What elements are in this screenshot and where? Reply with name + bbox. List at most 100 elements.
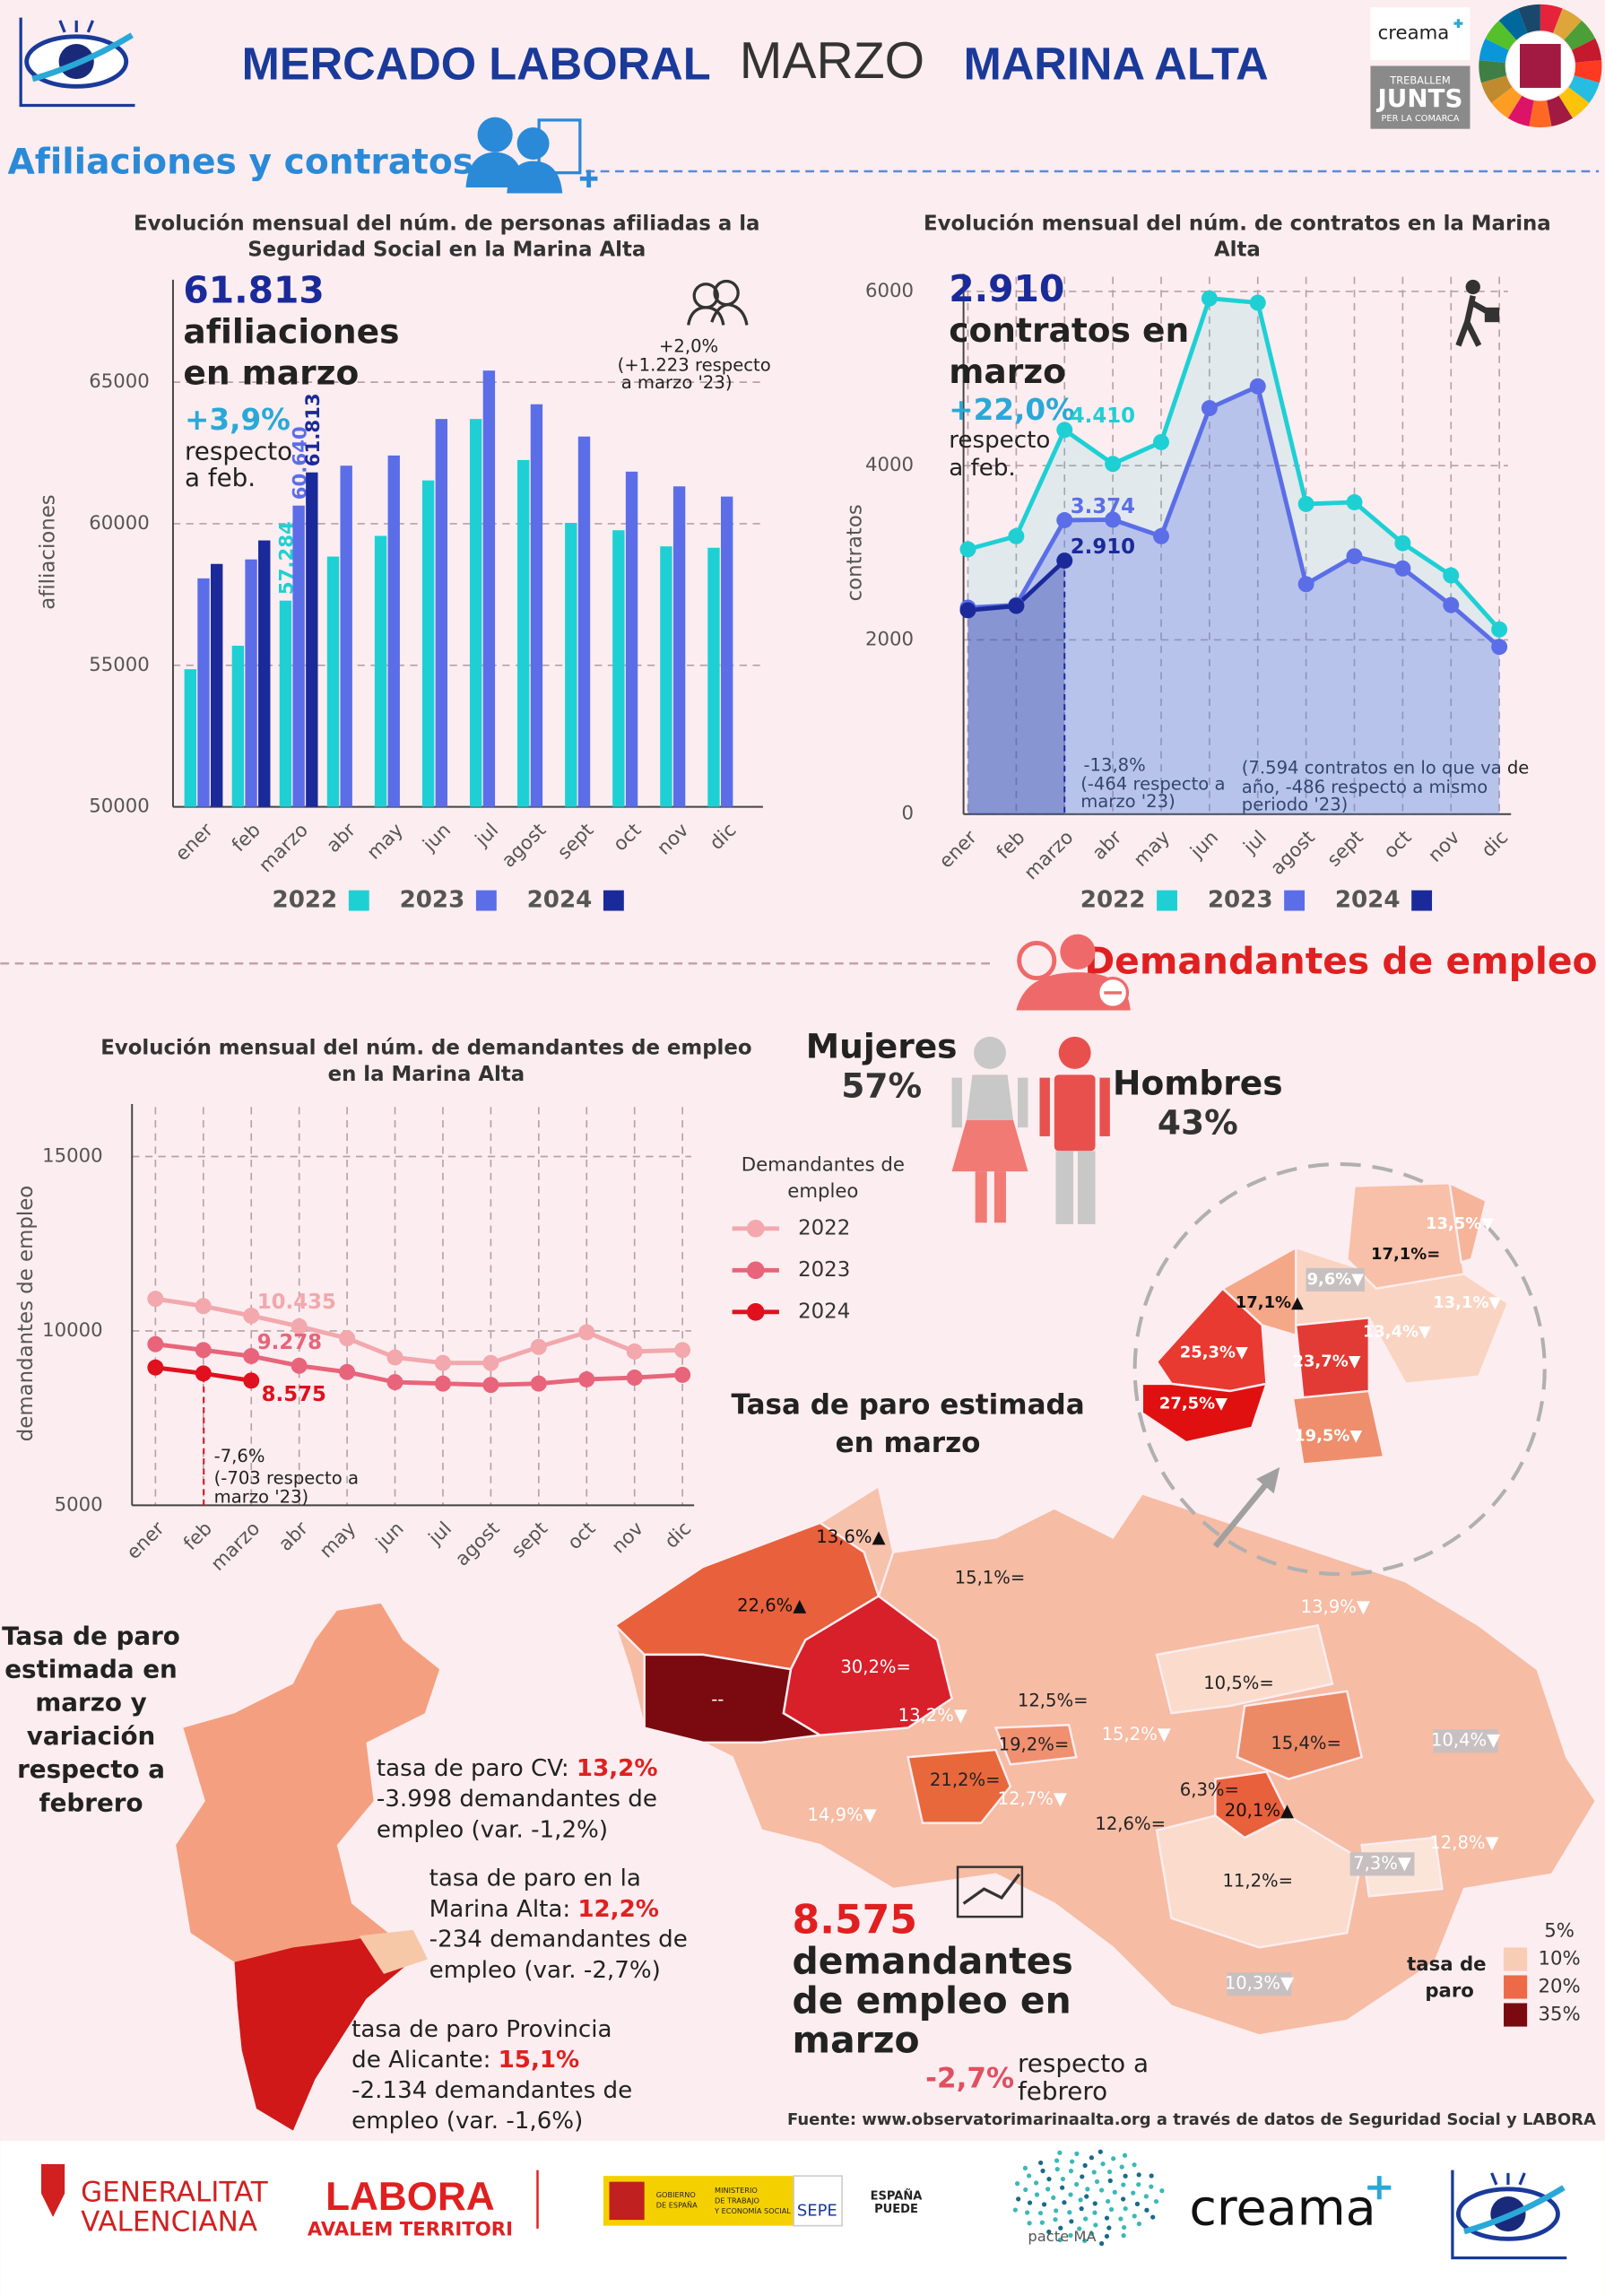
legend-title: Demandantes de (742, 1154, 905, 1177)
point (1153, 433, 1169, 450)
pacte-dot (1079, 2205, 1084, 2212)
y-tick-label: 6000 (865, 280, 914, 302)
gender-share: 57% (841, 1066, 922, 1106)
summary-value: 8.575 (793, 1898, 917, 1944)
icon-person (516, 127, 550, 160)
legend-label: 2024 (798, 1300, 850, 1323)
map-arrow (1212, 1480, 1271, 1549)
map-region (643, 1653, 824, 1744)
point (195, 1342, 212, 1359)
pacte-dot (1027, 2200, 1033, 2205)
bar (258, 540, 271, 807)
pacte-dot (1058, 2225, 1063, 2231)
bar (517, 459, 530, 807)
pacte-dot (1077, 2226, 1082, 2231)
point (434, 1375, 451, 1392)
pacte-dot (1084, 2194, 1089, 2199)
chart-title: Evolución mensual del núm. de personas a… (134, 212, 759, 235)
map-region-label: 11,2%= (1222, 1870, 1293, 1891)
logo-lash (58, 20, 66, 33)
y-tick-label: 55000 (89, 654, 150, 676)
pacte-dot (1159, 2188, 1165, 2194)
pacte-dot (1108, 2206, 1115, 2213)
icon-document (537, 118, 582, 175)
point (1249, 378, 1266, 395)
legend-swatch (1411, 890, 1433, 911)
footer-ministerio: DE TRABAJO (715, 2196, 759, 2205)
point (1105, 456, 1122, 473)
section-title: Demandantes de empleo (1084, 939, 1597, 982)
map-region (1236, 1690, 1364, 1780)
pacte-dot (1083, 2216, 1089, 2222)
pacte-dot (1089, 2155, 1095, 2161)
territory-label: tasa de paro Provincia (351, 2015, 612, 2042)
point (1153, 527, 1169, 544)
bar (340, 465, 352, 807)
point (339, 1363, 356, 1380)
icon-gear (1017, 940, 1057, 981)
point (1394, 535, 1411, 552)
pacte-dot (1057, 2237, 1063, 2243)
value-label: 61.813 (302, 393, 325, 466)
point (1201, 290, 1218, 307)
territory-label: de Alicante: 15,1% (351, 2047, 579, 2074)
pacte-dot (1080, 2174, 1085, 2179)
creama-plus (1367, 2176, 1392, 2200)
pacte-dot (1082, 2162, 1088, 2169)
legend-swatch (1157, 890, 1177, 911)
map-region-label: 13,6%▲ (816, 1526, 885, 1547)
legend-swatch (1284, 890, 1305, 911)
pacte-dot (1069, 2219, 1074, 2224)
point (959, 541, 976, 558)
pacte-dot (1027, 2221, 1032, 2226)
woman-leg (993, 1171, 1006, 1223)
annotation: a feb. (185, 463, 256, 492)
bar (374, 535, 387, 807)
y-tick-label: 65000 (89, 370, 150, 393)
map-region-label: 19,2%= (999, 1735, 1070, 1755)
pacte-dot (1136, 2182, 1141, 2187)
territory-label-text: Marina Alta: (429, 1895, 571, 1922)
sdg-wedge (1540, 4, 1563, 33)
summary-line: de empleo en (793, 1979, 1071, 2022)
pacte-dot (1123, 2205, 1128, 2212)
pacte-dot (1121, 2224, 1127, 2231)
bar (326, 556, 340, 807)
point (626, 1343, 643, 1360)
y-tick-label: 10000 (42, 1319, 103, 1342)
territory-label-text: tasa de paro en la (429, 1865, 641, 1892)
annotation: respecto (949, 427, 1050, 454)
annotation: 61.813 (183, 269, 324, 312)
bar (211, 563, 223, 807)
annotation: -13,8% (1083, 754, 1145, 775)
pacte-dot (1022, 2165, 1028, 2171)
pacte-dot (1111, 2156, 1116, 2161)
point (1201, 400, 1218, 417)
y-tick-label: 50000 (89, 796, 150, 818)
point (147, 1291, 164, 1308)
map-region-label: 14,9%▼ (807, 1805, 876, 1825)
y-tick-label: 15000 (42, 1144, 103, 1167)
bar (292, 505, 305, 807)
sepe-box (793, 2175, 843, 2227)
sdg-wedge (1480, 75, 1513, 103)
regional-title: variación (27, 1721, 156, 1751)
title-right: MARINA ALTA (964, 38, 1269, 89)
value-label: 2.910 (1071, 535, 1135, 559)
pacte-dot (1143, 2194, 1149, 2199)
icon-chart (956, 1866, 1024, 1918)
pacte-dot (1012, 2207, 1018, 2213)
man-head (1058, 1036, 1091, 1069)
bar (625, 471, 638, 807)
annotation: -7,6% (214, 1446, 265, 1466)
pacte-dot (1033, 2180, 1039, 2186)
bar (672, 486, 686, 807)
pacte-dot (1092, 2210, 1097, 2215)
woman-leg (975, 1171, 987, 1223)
pacte-dot (1057, 2150, 1063, 2155)
map-region-label: 7,3%▼ (1353, 1853, 1411, 1874)
pacte-dot (1074, 2181, 1080, 2187)
junts-top: TREBALLEM (1389, 74, 1451, 86)
annotation: (-703 respecto a (214, 1467, 359, 1488)
line (967, 383, 1501, 649)
